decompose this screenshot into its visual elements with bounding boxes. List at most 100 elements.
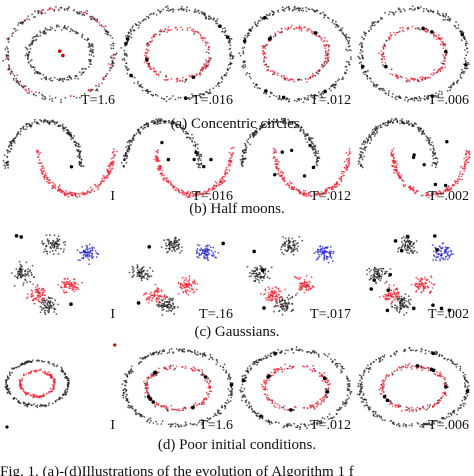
point	[202, 66, 205, 68]
point	[281, 299, 283, 302]
point	[62, 190, 65, 193]
point	[432, 151, 434, 154]
point	[293, 275, 296, 278]
point	[147, 16, 150, 18]
point	[13, 285, 16, 287]
point	[263, 58, 265, 60]
point	[18, 260, 21, 263]
point	[332, 19, 334, 22]
point	[442, 258, 445, 261]
point	[405, 249, 408, 252]
center	[433, 182, 438, 187]
point	[70, 28, 72, 30]
point	[360, 42, 362, 44]
point	[93, 247, 95, 249]
point	[241, 150, 244, 153]
point	[291, 302, 293, 305]
point	[31, 122, 34, 125]
point	[304, 133, 307, 136]
point	[321, 63, 324, 66]
point	[50, 120, 53, 123]
point	[73, 135, 75, 137]
point	[426, 139, 428, 142]
point	[408, 79, 411, 82]
point	[457, 180, 459, 183]
point	[394, 96, 397, 99]
point	[305, 289, 308, 292]
point	[381, 53, 384, 56]
point	[47, 241, 50, 244]
panel: I	[10, 233, 115, 322]
point	[179, 125, 182, 127]
point	[421, 194, 424, 197]
point	[86, 190, 89, 193]
point	[168, 310, 170, 312]
point	[418, 130, 421, 133]
point	[370, 28, 373, 31]
center	[289, 148, 294, 153]
point	[430, 282, 433, 284]
point	[280, 174, 283, 177]
point	[427, 76, 430, 79]
point	[245, 151, 248, 154]
point	[302, 131, 305, 134]
point	[460, 165, 463, 168]
point	[366, 140, 369, 142]
point	[147, 301, 150, 304]
point	[345, 48, 347, 51]
point	[19, 127, 22, 130]
point	[41, 294, 44, 296]
point	[345, 72, 347, 74]
point	[260, 266, 263, 268]
point	[185, 10, 188, 13]
point	[28, 18, 31, 21]
point	[45, 28, 47, 30]
point	[181, 128, 184, 131]
point	[68, 282, 70, 285]
point	[378, 88, 381, 91]
center	[221, 241, 225, 246]
point	[140, 269, 143, 272]
point	[34, 291, 37, 294]
point	[110, 44, 112, 46]
center	[145, 57, 149, 62]
point	[408, 247, 411, 250]
point	[413, 99, 416, 102]
point	[324, 63, 327, 66]
point	[185, 284, 187, 286]
point	[146, 270, 149, 272]
point	[166, 306, 169, 309]
point	[170, 240, 173, 243]
point	[32, 93, 35, 96]
point	[107, 171, 110, 173]
point	[97, 186, 100, 189]
point	[46, 299, 48, 301]
point	[413, 246, 415, 249]
point	[314, 97, 317, 100]
point	[161, 306, 164, 309]
point	[317, 72, 320, 75]
point	[45, 172, 47, 175]
point	[404, 293, 407, 296]
point	[162, 8, 165, 11]
point	[265, 125, 267, 127]
point	[201, 70, 204, 72]
point	[383, 43, 386, 46]
center	[69, 165, 74, 169]
point	[204, 248, 207, 251]
point	[195, 11, 198, 13]
point	[130, 36, 133, 39]
point	[125, 157, 128, 160]
point	[261, 52, 264, 55]
point	[306, 133, 309, 135]
center	[384, 64, 388, 69]
point	[16, 74, 19, 76]
point	[229, 57, 232, 60]
point	[262, 50, 264, 52]
point	[397, 76, 400, 79]
point	[29, 124, 31, 127]
point	[155, 122, 157, 125]
point	[27, 53, 30, 56]
point	[457, 24, 460, 26]
point	[378, 274, 381, 277]
